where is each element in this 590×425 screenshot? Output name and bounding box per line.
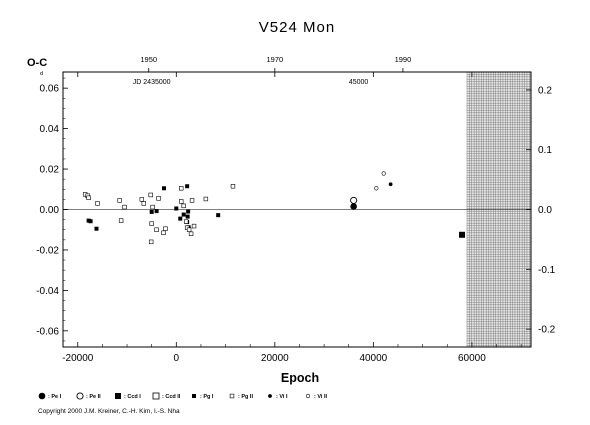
- data-point-pg-i: [149, 209, 154, 214]
- data-point-pg-i: [186, 209, 191, 214]
- data-point-pg-ii: [163, 226, 168, 231]
- year-tick-label: 1970: [266, 55, 283, 64]
- y-tick-label: -0.04: [36, 286, 59, 297]
- x-tick-label: -20000: [62, 353, 94, 364]
- y2-tick-label: -0.2: [538, 325, 556, 336]
- legend-label: : Pe II: [86, 394, 101, 400]
- data-point-pe-ii: [350, 196, 358, 204]
- legend-label: : Pg II: [238, 394, 253, 400]
- jd-tick-label: JD 2435000: [133, 79, 171, 86]
- legend-label: : Pe I: [48, 394, 62, 400]
- year-tick-label: 1950: [140, 55, 157, 64]
- year-tick-label: 1990: [395, 55, 412, 64]
- legend-marker: [305, 393, 311, 399]
- y-tick-label: -0.02: [36, 245, 59, 256]
- x-tick-label: 20000: [261, 353, 289, 364]
- data-point-pg-ii: [154, 227, 159, 232]
- data-point-pg-i: [185, 184, 190, 189]
- legend-label: : Pg I: [200, 394, 214, 400]
- data-point-pg-ii: [203, 196, 209, 202]
- data-point-pg-i: [178, 216, 183, 221]
- data-point-pg-ii: [148, 192, 153, 198]
- data-point-pg-ii: [150, 204, 155, 210]
- legend-marker: [229, 393, 235, 399]
- data-point-pg-i: [174, 206, 179, 211]
- x-axis-label: Epoch: [281, 371, 319, 385]
- data-point-pg-ii: [181, 203, 186, 209]
- data-point-pg-ii: [118, 218, 124, 223]
- data-point-pg-ii: [188, 231, 194, 236]
- data-point-pe-i: [350, 203, 357, 210]
- data-points: [82, 171, 466, 245]
- data-point-pg-ii: [117, 198, 122, 203]
- legend-marker: [38, 392, 46, 400]
- x-tick-label: 60000: [458, 353, 486, 364]
- data-point-pg-ii: [139, 197, 145, 202]
- legend-label: : Ccd II: [162, 394, 181, 400]
- data-point-pg-i: [185, 214, 190, 219]
- data-point-pg-i: [154, 209, 159, 214]
- data-point-vi-ii: [381, 171, 386, 176]
- plot-frame: [62, 71, 532, 348]
- data-point-pg-ii: [149, 221, 154, 226]
- data-point-pg-i: [161, 186, 166, 191]
- y-tick-label: -0.06: [36, 326, 59, 337]
- jd-tick-label: 45000: [349, 79, 369, 86]
- data-point-pg-ii: [179, 186, 184, 191]
- data-point-ccd-i: [459, 231, 466, 238]
- legend-marker: [115, 393, 121, 399]
- data-point-pg-ii: [179, 199, 184, 204]
- data-point-pg-i: [181, 212, 186, 217]
- y-axis-unit-mark: d: [40, 71, 43, 77]
- data-point-pg-ii: [86, 195, 91, 200]
- data-point-pg-ii: [189, 198, 195, 203]
- data-point-pg-ii: [141, 201, 146, 206]
- y2-tick-label: -0.1: [538, 265, 556, 276]
- data-point-pg-ii: [122, 204, 127, 210]
- data-point-vi-ii: [374, 186, 379, 191]
- data-point-pg-ii: [95, 201, 100, 206]
- x-tick-label: 0: [174, 353, 180, 364]
- data-point-pg-ii: [156, 196, 161, 201]
- data-point-pg-ii: [230, 184, 236, 189]
- data-point-pg-ii: [186, 227, 192, 232]
- y-tick-label: 0.06: [40, 84, 60, 95]
- chart-title: V524 Mon: [259, 19, 335, 36]
- y2-tick-label: 0.2: [538, 85, 552, 96]
- legend-marker: [192, 394, 196, 398]
- legend-marker: [268, 394, 272, 398]
- y-tick-label: 0.00: [40, 205, 60, 216]
- copyright-notice: Copyright 2000 J.M. Kreiner, C.-H. Kim, …: [38, 408, 180, 415]
- y-axis-label-text: O-C: [27, 57, 47, 69]
- y-tick-label: 0.02: [40, 165, 60, 176]
- y2-tick-label: 0.1: [538, 145, 552, 156]
- y-tick-label: 0.04: [40, 124, 60, 135]
- y2-tick-label: 0.0: [538, 205, 552, 216]
- legend: : Pe I : Pe II : Ccd I : Ccd II : Pg I : Pg I…: [38, 392, 328, 400]
- data-point-pg-ii: [183, 219, 189, 224]
- data-point-pg-i: [88, 219, 93, 224]
- y-axis-label: O-C d: [27, 57, 47, 77]
- data-point-pg-ii: [148, 239, 154, 245]
- legend-marker: [152, 392, 160, 400]
- data-point-pg-i: [216, 213, 221, 218]
- legend-label: : Vi I: [276, 394, 288, 400]
- data-point-pg-ii: [191, 223, 197, 229]
- data-point-pg-i: [94, 226, 99, 231]
- x-tick-label: 40000: [359, 353, 387, 364]
- data-point-pg-ii: [161, 230, 166, 235]
- data-point-vi-i: [388, 182, 393, 187]
- axis-ticks: -20000 0 20000 40000 60000 -0.06 -0.04 -0.02 0.0…: [36, 55, 555, 364]
- legend-marker: [76, 392, 84, 400]
- legend-label: : Ccd I: [124, 394, 141, 400]
- legend-label: : Vi II: [314, 394, 328, 400]
